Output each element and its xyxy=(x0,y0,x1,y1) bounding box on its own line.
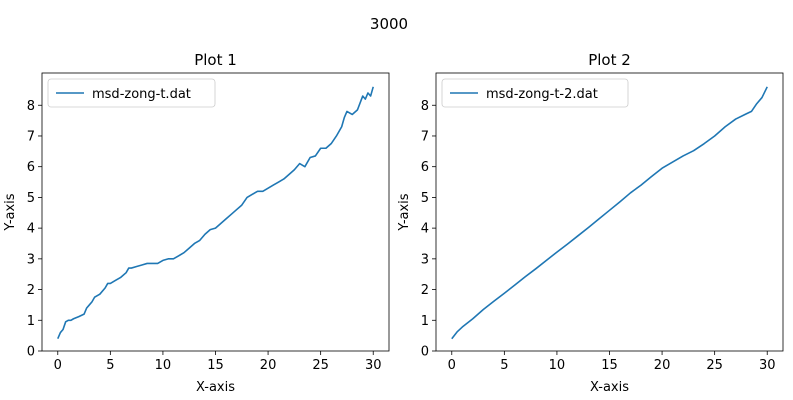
x-tick-label: 30 xyxy=(365,358,382,373)
x-tick-label: 20 xyxy=(654,358,671,373)
figure-suptitle: 3000 xyxy=(370,15,408,33)
y-tick-label: 1 xyxy=(27,314,35,329)
y-tick-label: 2 xyxy=(27,283,35,298)
legend-label: msd-zong-t-2.dat xyxy=(486,87,598,102)
y-tick-label: 8 xyxy=(421,99,429,114)
x-tick-label: 25 xyxy=(706,358,723,373)
legend: msd-zong-t-2.dat xyxy=(441,78,629,108)
x-tick-label: 10 xyxy=(549,358,566,373)
axes-frame xyxy=(435,72,784,352)
y-tick-label: 0 xyxy=(27,345,35,360)
y-tick-label: 4 xyxy=(27,222,35,237)
y-tick-label: 1 xyxy=(421,314,429,329)
plot-2-panel: Plot 2 0 5 10 15 20 25 30 0 1 2 3 4 5 6 7 8 X-axis Y-axis m… xyxy=(397,51,784,395)
axes-frame xyxy=(41,72,390,352)
y-tick-label: 7 xyxy=(421,129,429,144)
panel-title: Plot 1 xyxy=(194,51,237,69)
series-line xyxy=(57,86,374,340)
legend-box xyxy=(47,78,216,108)
y-tick-label: 3 xyxy=(421,252,429,267)
x-tick-label: 5 xyxy=(500,358,508,373)
y-tick-label: 0 xyxy=(421,345,429,360)
x-tick-label: 0 xyxy=(54,358,62,373)
y-tick-label: 6 xyxy=(27,160,35,175)
x-tick-label: 10 xyxy=(155,358,172,373)
x-tick-label: 5 xyxy=(106,358,114,373)
y-tick-label: 5 xyxy=(421,191,429,206)
y-tick-label: 4 xyxy=(421,222,429,237)
y-tick-label: 2 xyxy=(421,283,429,298)
y-tick-label: 7 xyxy=(27,129,35,144)
series-line xyxy=(451,86,768,340)
y-tick-label: 8 xyxy=(27,99,35,114)
legend-label: msd-zong-t.dat xyxy=(92,87,191,102)
x-axis-label: X-axis xyxy=(196,380,235,395)
panel-title: Plot 2 xyxy=(588,51,631,69)
y-axis-label: Y-axis xyxy=(3,193,18,231)
x-tick-label: 20 xyxy=(260,358,277,373)
x-tick-label: 0 xyxy=(448,358,456,373)
x-axis-label: X-axis xyxy=(590,380,629,395)
y-tick-label: 3 xyxy=(27,252,35,267)
y-axis-label: Y-axis xyxy=(397,193,412,231)
x-tick-label: 25 xyxy=(312,358,329,373)
x-tick-label: 15 xyxy=(601,358,618,373)
plot-1-panel: Plot 1 0 5 10 15 20 25 30 0 1 2 3 4 5 6 7 8 X-axis Y-axis m… xyxy=(3,51,390,395)
y-tick-label: 6 xyxy=(421,160,429,175)
x-tick-label: 30 xyxy=(759,358,776,373)
legend: msd-zong-t.dat xyxy=(47,78,216,108)
legend-box xyxy=(441,78,629,108)
x-tick-label: 15 xyxy=(207,358,224,373)
y-tick-label: 5 xyxy=(27,191,35,206)
